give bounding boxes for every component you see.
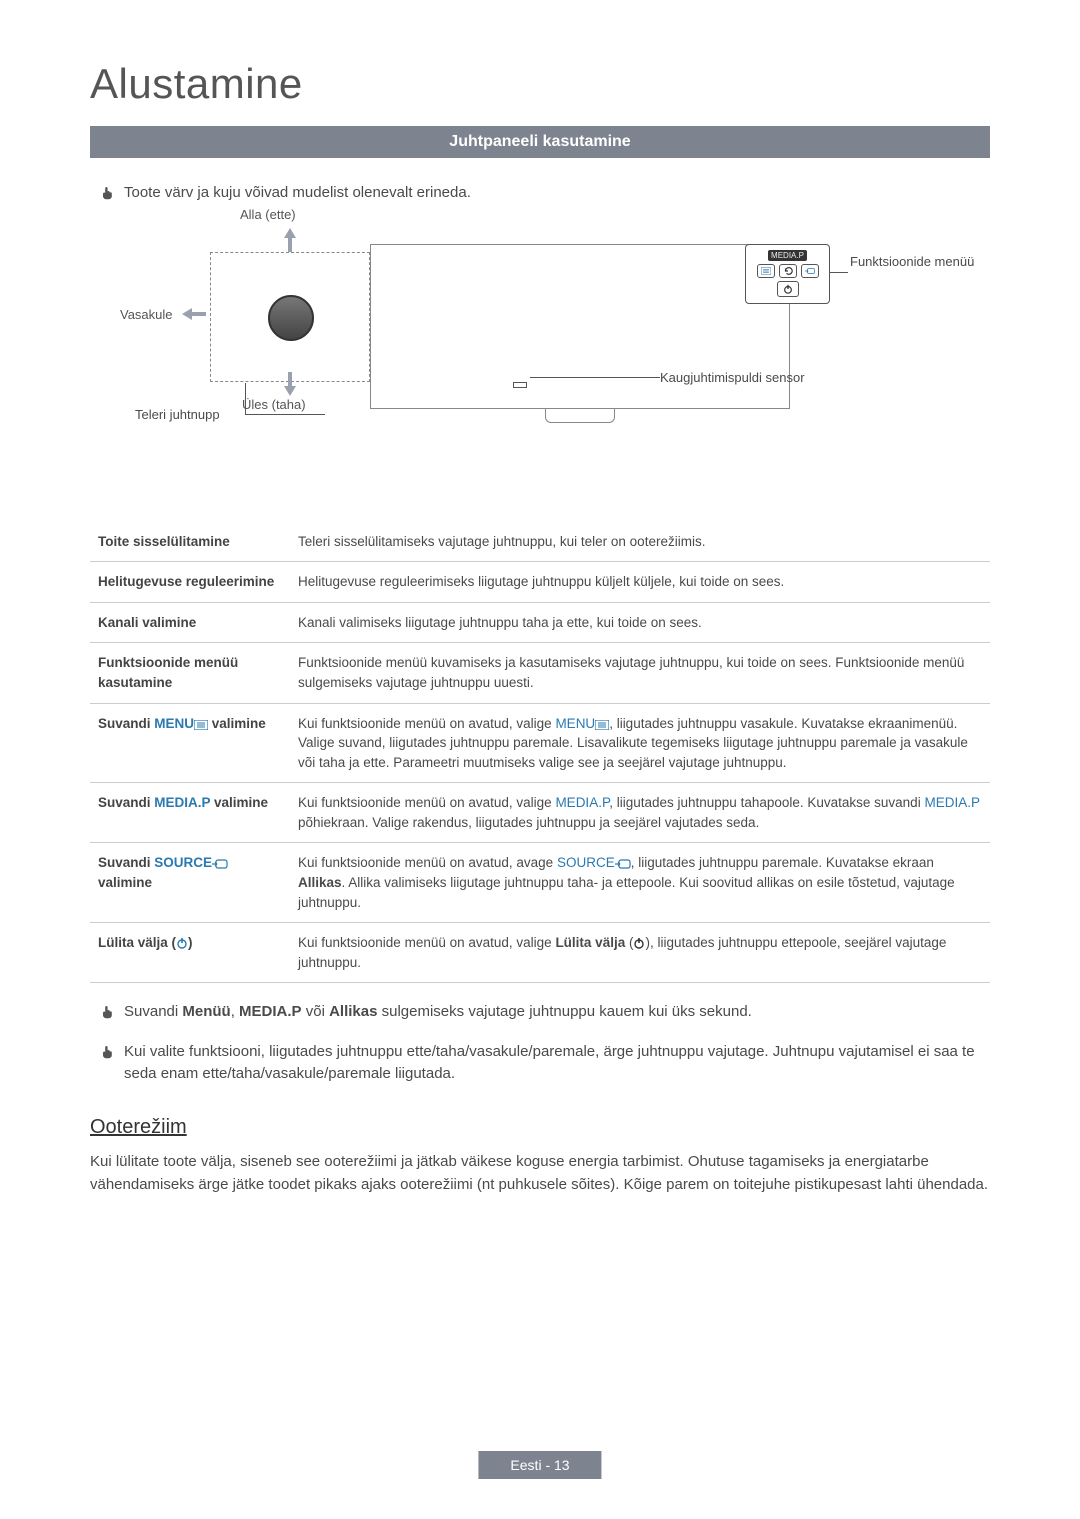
page-title: Alustamine — [90, 60, 990, 108]
row-label: Kanali valimine — [90, 602, 290, 643]
row-desc: Kui funktsioonide menüü on avatud, avage… — [290, 843, 990, 923]
ctrl-leader-line — [245, 414, 325, 415]
table-row: Suvandi MEDIA.P valimine Kui funktsiooni… — [90, 783, 990, 843]
table-row: Lülita välja () Kui funktsioonide menüü … — [90, 923, 990, 983]
menu-icon — [595, 720, 609, 730]
table-row: Helitugevuse reguleerimine Helitugevuse … — [90, 562, 990, 603]
osd-return-icon — [779, 264, 797, 278]
label-func-menu: Funktsioonide menüü — [850, 254, 980, 269]
row-label: Lülita välja () — [90, 923, 290, 983]
page-footer: Eesti - 13 — [478, 1451, 601, 1479]
row-desc: Kanali valimiseks liigutage juhtnuppu ta… — [290, 602, 990, 643]
standby-heading: Ooterežiim — [90, 1116, 990, 1139]
label-sensor: Kaugjuhtimispuldi sensor — [660, 370, 805, 385]
section-bar: Juhtpaneeli kasutamine — [90, 126, 990, 158]
sensor-leader-line — [530, 377, 660, 378]
standby-text: Kui lülitate toote välja, siseneb see oo… — [90, 1151, 990, 1196]
arrow-down-icon — [282, 372, 298, 396]
row-desc: Helitugevuse reguleerimiseks liigutage j… — [290, 562, 990, 603]
hand-icon — [100, 1003, 116, 1019]
row-desc: Kui funktsioonide menüü on avatud, valig… — [290, 783, 990, 843]
row-desc: Teleri sisselülitamiseks vajutage juhtnu… — [290, 522, 990, 562]
controller-knob — [268, 295, 314, 341]
table-row: Kanali valimine Kanali valimiseks liigut… — [90, 602, 990, 643]
osd-leader-line — [830, 272, 848, 273]
function-table: Toite sisselülitamine Teleri sisselülita… — [90, 522, 990, 983]
note-text: Kui valite funktsiooni, liigutades juhtn… — [124, 1041, 990, 1085]
row-desc: Funktsioonide menüü kuvamiseks ja kasuta… — [290, 643, 990, 703]
row-label: Suvandi MENU valimine — [90, 703, 290, 783]
note-top: Toote värv ja kuju võivad mudelist olene… — [100, 182, 990, 204]
note-top-text: Toote värv ja kuju võivad mudelist olene… — [124, 182, 471, 204]
source-icon — [615, 859, 631, 869]
row-label: Suvandi SOURCE valimine — [90, 843, 290, 923]
hand-icon — [100, 184, 116, 200]
row-label: Suvandi MEDIA.P valimine — [90, 783, 290, 843]
arrow-left-icon — [182, 306, 206, 322]
note-text: Suvandi Menüü, MEDIA.P või Allikas sulge… — [124, 1001, 752, 1023]
table-row: Suvandi SOURCE valimine Kui funktsioonid… — [90, 843, 990, 923]
row-label: Helitugevuse reguleerimine — [90, 562, 290, 603]
label-left: Vasakule — [120, 307, 173, 322]
sensor-mark — [513, 382, 527, 388]
osd-source-icon — [801, 264, 819, 278]
row-desc: Kui funktsioonide menüü on avatud, valig… — [290, 703, 990, 783]
source-icon — [212, 859, 228, 869]
table-row: Suvandi MENU valimine Kui funktsioonide … — [90, 703, 990, 783]
row-desc: Kui funktsioonide menüü on avatud, valig… — [290, 923, 990, 983]
hand-icon — [100, 1043, 116, 1059]
ctrl-leader-vert — [245, 383, 246, 414]
tv-stand — [545, 409, 615, 423]
osd-power-icon — [777, 281, 799, 297]
control-diagram: Alla (ette) Üles (taha) Vasakule Paremal… — [90, 222, 990, 452]
arrow-up-icon — [282, 228, 298, 252]
note-after-2: Kui valite funktsiooni, liigutades juhtn… — [100, 1041, 990, 1085]
row-label: Funktsioonide menüü kasutamine — [90, 643, 290, 703]
label-controller: Teleri juhtnupp — [135, 407, 220, 422]
power-icon — [633, 937, 645, 949]
menu-icon — [194, 720, 208, 730]
controller-box — [210, 252, 370, 382]
row-label: Toite sisselülitamine — [90, 522, 290, 562]
osd-menu-icon — [757, 264, 775, 278]
table-row: Funktsioonide menüü kasutamine Funktsioo… — [90, 643, 990, 703]
power-icon — [176, 937, 188, 949]
table-row: Toite sisselülitamine Teleri sisselülita… — [90, 522, 990, 562]
label-down: Üles (taha) — [242, 397, 306, 412]
osd-mediap: MEDIA.P — [768, 250, 807, 261]
label-up: Alla (ette) — [240, 207, 296, 222]
osd-menu: MEDIA.P — [745, 244, 830, 304]
note-after-1: Suvandi Menüü, MEDIA.P või Allikas sulge… — [100, 1001, 990, 1023]
